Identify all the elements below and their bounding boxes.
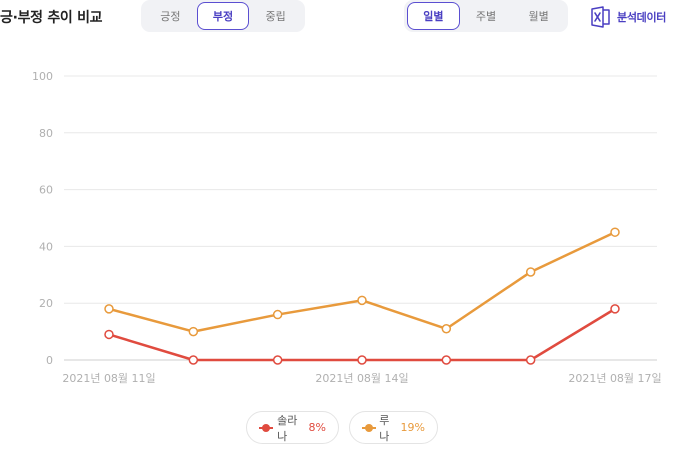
chart-grid [64, 75, 657, 361]
tab-daily[interactable]: 일별 [407, 2, 460, 30]
y-tick-label: 60 [39, 184, 53, 197]
legend-item-luna[interactable]: 루나 19% [349, 411, 438, 444]
data-point[interactable] [188, 326, 199, 337]
data-point[interactable] [610, 304, 620, 314]
y-tick-label: 80 [39, 127, 53, 140]
chart-header: 긍·부정 추이 비교 긍정 부정 중립 일별 주별 월별 분석데이터 [0, 0, 682, 36]
chart-series [104, 227, 620, 365]
data-point[interactable] [104, 304, 114, 314]
legend-share-solana: 8% [308, 421, 326, 434]
series-line [108, 231, 616, 333]
sentiment-tab-group: 긍정 부정 중립 [141, 0, 305, 32]
legend-label-luna: 루나 [379, 413, 390, 443]
data-point[interactable] [441, 324, 452, 334]
data-point[interactable] [441, 355, 452, 365]
tab-negative[interactable]: 부정 [196, 2, 250, 30]
legend-marker-solana [259, 423, 274, 433]
x-tick-label: 2021년 08월 17일 [568, 371, 661, 385]
export-data-button[interactable]: 분석데이터 [591, 6, 666, 28]
legend-label-solana: 솔라나 [277, 413, 298, 443]
data-point[interactable] [104, 329, 114, 340]
period-tab-group: 일별 주별 월별 [404, 0, 568, 32]
tab-positive[interactable]: 긍정 [160, 10, 181, 23]
y-tick-label: 0 [46, 354, 53, 367]
y-tick-label: 100 [32, 70, 53, 83]
tab-neutral[interactable]: 중립 [265, 10, 286, 23]
tab-monthly[interactable]: 월별 [528, 10, 549, 23]
data-point[interactable] [525, 267, 536, 277]
series-line [108, 307, 616, 362]
y-tick-label: 20 [39, 297, 53, 310]
page-title: 긍·부정 추이 비교 [0, 10, 103, 26]
data-point[interactable] [610, 227, 620, 237]
tab-weekly[interactable]: 주별 [475, 10, 497, 23]
data-point[interactable] [272, 309, 283, 320]
data-point[interactable] [357, 355, 367, 365]
data-point[interactable] [525, 355, 536, 365]
x-tick-label: 2021년 08월 14일 [315, 371, 408, 385]
data-point[interactable] [188, 355, 199, 365]
legend-item-solana[interactable]: 솔라나 8% [246, 411, 339, 444]
series-0 [104, 304, 620, 365]
y-tick-label: 40 [39, 240, 53, 253]
x-tick-label: 2021년 08월 11일 [62, 371, 155, 385]
excel-icon [591, 6, 610, 28]
data-point[interactable] [357, 295, 367, 306]
legend-share-luna: 19% [400, 421, 425, 434]
y-axis-ticks: 0 20 40 60 80 100 [32, 70, 53, 367]
x-axis-ticks: 2021년 08월 11일 2021년 08월 14일 2021년 08월 17일 [62, 371, 661, 385]
data-point[interactable] [272, 355, 283, 365]
series-1 [104, 227, 620, 337]
legend-marker-luna [362, 423, 377, 433]
export-data-label: 분석데이터 [617, 11, 667, 24]
